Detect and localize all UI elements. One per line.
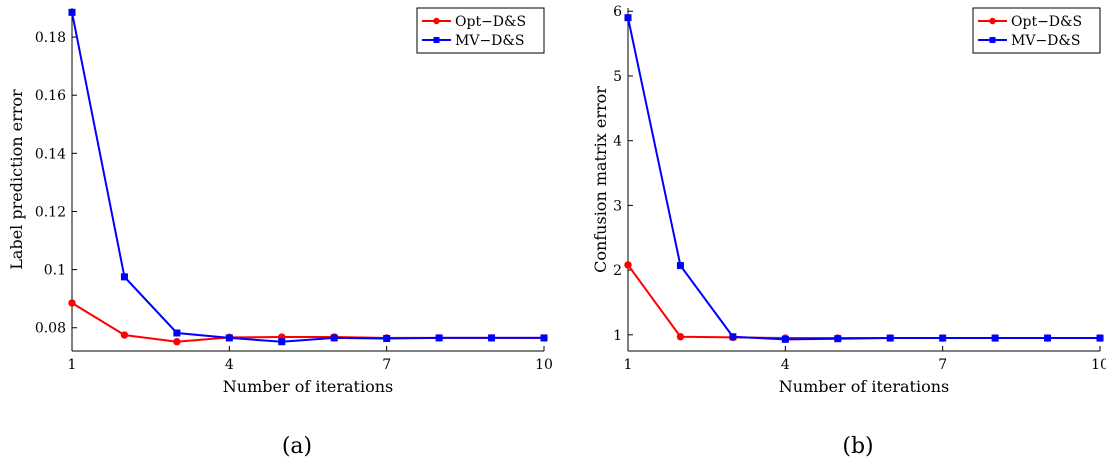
- series-line-opt-ds: [71, 302, 544, 343]
- y-tick-label: 1: [613, 328, 622, 344]
- legend-entry-opt-ds: Opt−D&S: [455, 14, 526, 30]
- x-tick-label: 7: [938, 357, 947, 373]
- data-point-mv-ds: [330, 334, 338, 342]
- x-tick-label: 7: [382, 357, 391, 373]
- y-tick-label: 0.1: [44, 263, 66, 279]
- y-axis-label: Confusion matrix error: [591, 86, 610, 273]
- y-tick-label: 2: [613, 263, 622, 279]
- y-tick-label: 0.08: [35, 321, 66, 337]
- series-line-opt-ds: [627, 264, 1100, 340]
- data-point-mv-ds: [173, 329, 181, 337]
- data-point-mv-ds: [540, 334, 548, 342]
- series-line-mv-ds: [71, 12, 544, 343]
- legend: Opt−D&S MV−D&S: [416, 7, 545, 54]
- x-tick-label: 1: [624, 357, 633, 373]
- legend-entry-mv-ds: MV−D&S: [455, 33, 524, 49]
- y-tick-label: 6: [613, 4, 622, 20]
- x-axis-label: Number of iterations: [223, 377, 393, 396]
- panel-caption: (a): [282, 434, 312, 459]
- data-point-mv-ds: [676, 262, 684, 270]
- y-tick-label: 0.12: [35, 204, 66, 220]
- legend-marker: [433, 37, 440, 43]
- panel-caption: (b): [842, 434, 873, 459]
- y-tick-label: 0.14: [35, 146, 66, 162]
- legend-entry-mv-ds: MV−D&S: [1011, 33, 1080, 49]
- data-point-mv-ds: [1044, 334, 1052, 342]
- data-point-mv-ds: [1096, 334, 1104, 342]
- chart-panel-a: 1 4 7 10 0.08 0.1 0.12 0.14 0.16 0.18 Number of it…: [7, 7, 553, 459]
- series-line-mv-ds: [627, 17, 1100, 341]
- data-point-opt-ds: [624, 261, 632, 269]
- legend-marker: [433, 17, 440, 25]
- y-tick-label: 0.18: [35, 30, 66, 46]
- data-point-mv-ds: [68, 8, 76, 16]
- y-tick-label: 4: [613, 134, 622, 150]
- data-point-opt-ds: [68, 299, 76, 307]
- data-point-mv-ds: [624, 14, 632, 22]
- y-axis-label: Label prediction error: [7, 89, 26, 270]
- data-point-mv-ds: [488, 334, 496, 342]
- data-point-mv-ds: [781, 335, 789, 343]
- y-tick-label: 0.16: [35, 88, 66, 104]
- y-tick-label: 5: [613, 69, 622, 85]
- legend-marker: [989, 17, 996, 25]
- x-tick-label: 1: [68, 357, 77, 373]
- x-tick-label: 10: [535, 357, 553, 373]
- legend-entry-opt-ds: Opt−D&S: [1011, 14, 1082, 30]
- data-point-mv-ds: [383, 335, 391, 343]
- legend: Opt−D&S MV−D&S: [972, 7, 1101, 54]
- data-point-mv-ds: [834, 335, 842, 343]
- x-tick-label: 4: [781, 357, 790, 373]
- data-point-mv-ds: [435, 334, 443, 342]
- x-tick-label: 10: [1091, 357, 1106, 373]
- data-point-mv-ds: [886, 334, 894, 342]
- data-point-mv-ds: [120, 273, 128, 281]
- x-tick-label: 4: [225, 357, 234, 373]
- data-point-mv-ds: [991, 334, 999, 342]
- data-point-mv-ds: [225, 334, 233, 342]
- legend-box: [972, 7, 1101, 54]
- x-axis-label: Number of iterations: [779, 377, 949, 396]
- chart-panel-b: 1 4 7 10 1 2 3 4 5 6 Number of iterations Confusion…: [591, 4, 1106, 459]
- legend-marker: [989, 37, 996, 43]
- y-tick-label: 3: [613, 198, 622, 214]
- data-point-opt-ds: [120, 331, 129, 339]
- legend-box: [416, 7, 545, 54]
- data-point-mv-ds: [939, 334, 947, 342]
- data-point-opt-ds: [676, 333, 685, 341]
- data-point-mv-ds: [278, 338, 286, 346]
- data-point-opt-ds: [173, 337, 181, 346]
- data-point-mv-ds: [729, 333, 737, 341]
